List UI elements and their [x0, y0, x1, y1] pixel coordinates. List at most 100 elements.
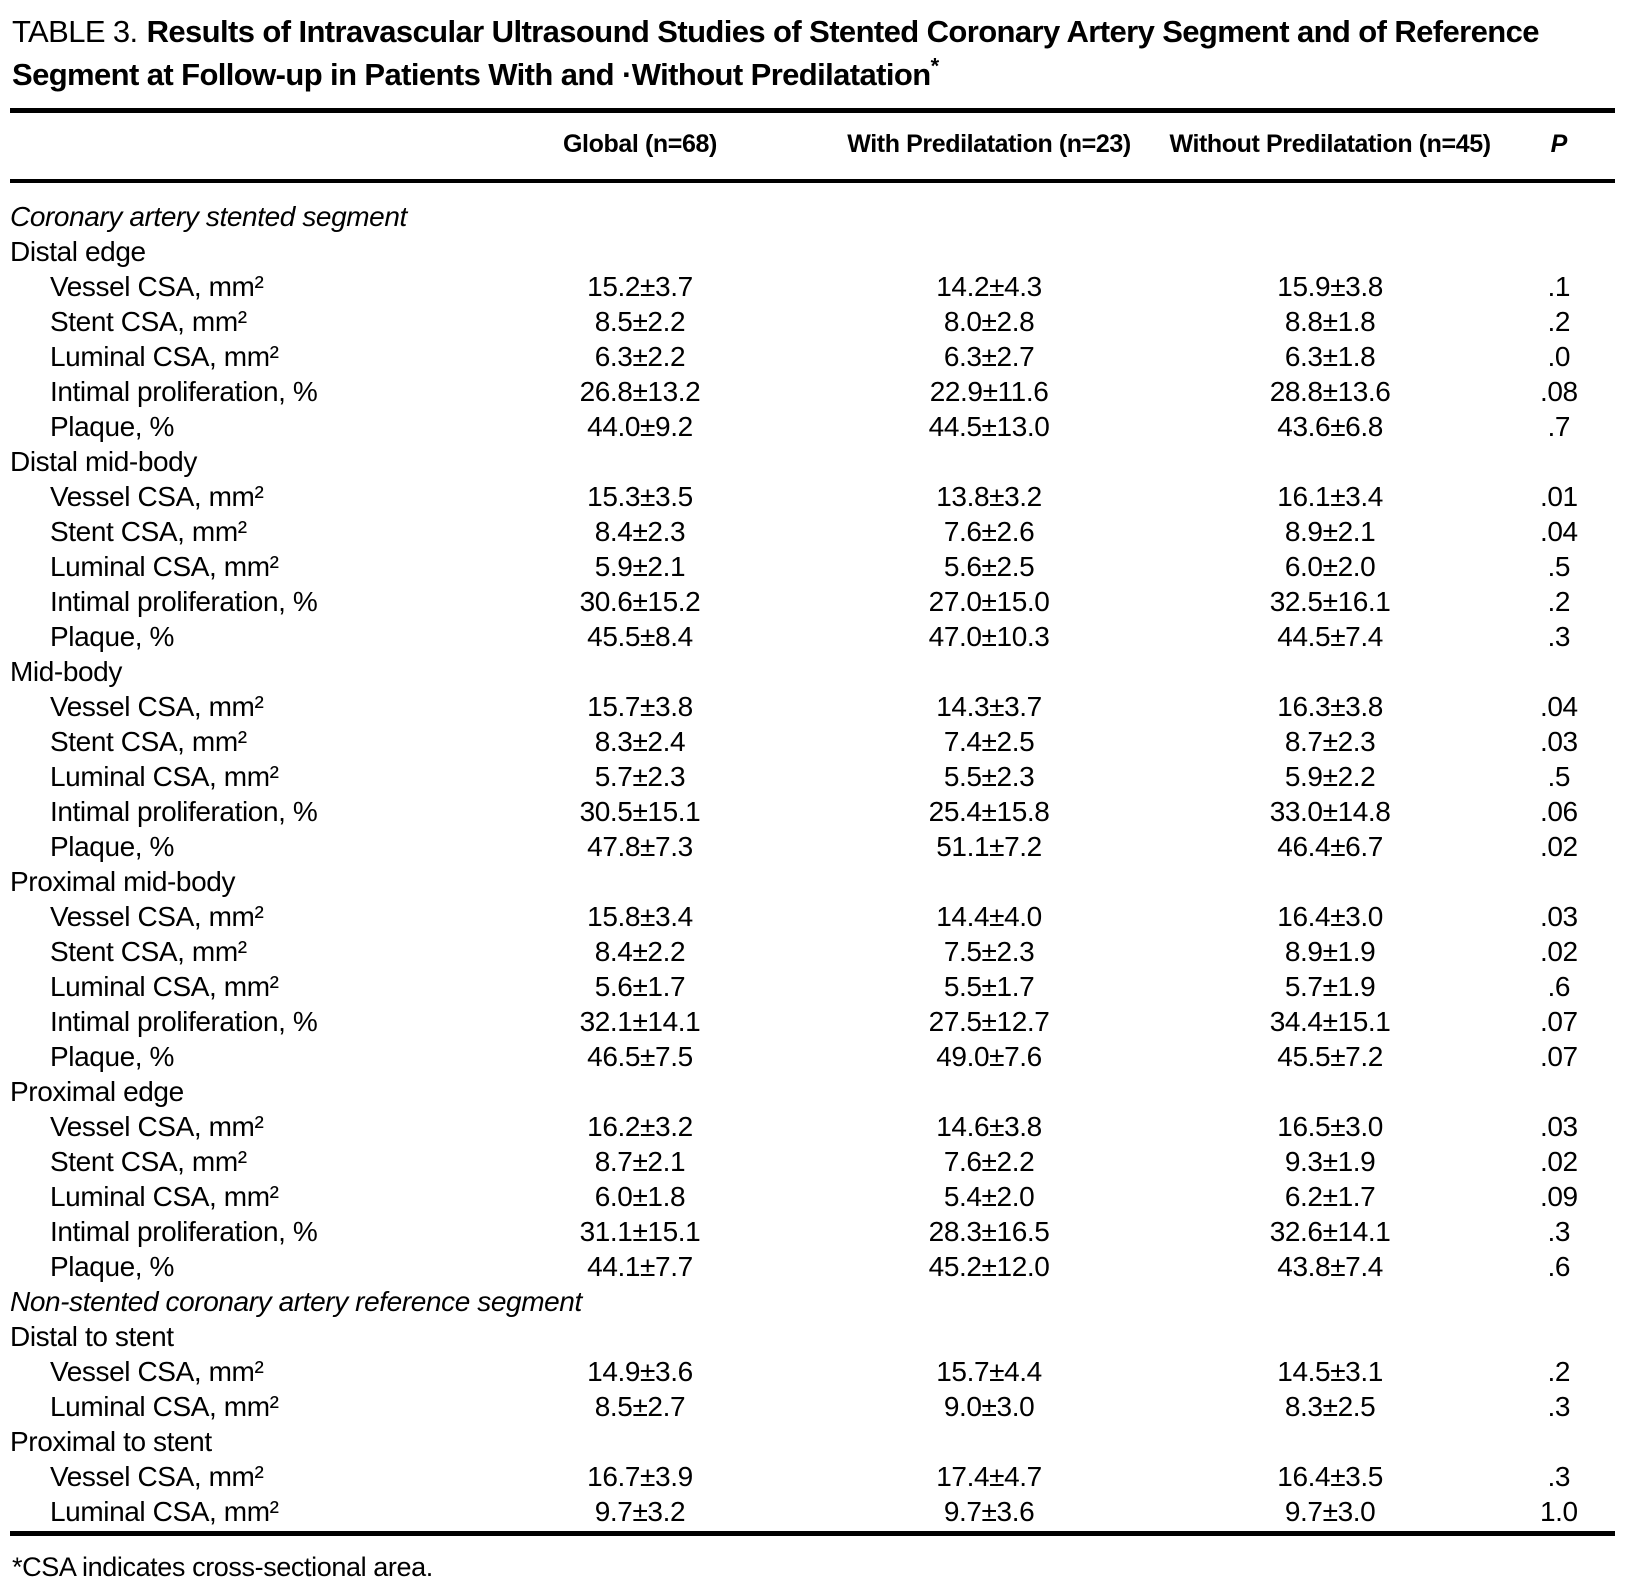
group-label: Proximal to stent: [10, 1426, 212, 1457]
global-value: 16.2±3.2: [587, 1111, 693, 1142]
table-row: Plaque, % 47.8±7.3 51.1±7.2 46.4±6.7 .02: [10, 829, 1615, 864]
global-value: 46.5±7.5: [587, 1041, 693, 1072]
p-value: .02: [1539, 1146, 1578, 1177]
global-value: 15.2±3.7: [587, 271, 693, 302]
row-label: Luminal CSA, mm²: [50, 971, 279, 1002]
column-header-p: P: [1502, 113, 1615, 183]
without-predilatation-value: 8.8±1.8: [1284, 306, 1376, 337]
p-value: .2: [1547, 586, 1571, 617]
without-predilatation-value: 8.9±1.9: [1284, 936, 1376, 967]
group-label: Mid-body: [10, 656, 122, 687]
group-label: Proximal edge: [10, 1076, 184, 1107]
header-row: Global (n=68) With Predilatation (n=23) …: [10, 113, 1615, 183]
footnote: *CSA indicates cross-sectional area.: [12, 1552, 433, 1582]
table-row: Plaque, % 45.5±8.4 47.0±10.3 44.5±7.4 .3: [10, 619, 1615, 654]
table-header: Global (n=68) With Predilatation (n=23) …: [10, 113, 1615, 183]
without-predilatation-value: 28.8±13.6: [1269, 376, 1391, 407]
with-predilatation-value: 9.0±3.0: [943, 1391, 1035, 1422]
top-rule: [10, 108, 1615, 113]
without-predilatation-value: 16.5±3.0: [1277, 1111, 1383, 1142]
column-header-with-predilatation: With Predilatation (n=23): [820, 113, 1158, 183]
global-value: 45.5±8.4: [587, 621, 693, 652]
global-value: 8.5±2.2: [594, 306, 686, 337]
table-title-text: Results of Intravascular Ultrasound Stud…: [12, 14, 1539, 92]
table-row: Intimal proliferation, % 26.8±13.2 22.9±11…: [10, 374, 1615, 409]
with-predilatation-value: 7.4±2.5: [943, 726, 1035, 757]
without-predilatation-value: 8.9±2.1: [1284, 516, 1376, 547]
group-row: Mid-body: [10, 654, 1615, 689]
p-value: .3: [1547, 1461, 1571, 1492]
p-value: .2: [1547, 1356, 1571, 1387]
with-predilatation-value: 44.5±13.0: [928, 411, 1050, 442]
group-label: Distal to stent: [10, 1321, 174, 1352]
p-value: .08: [1539, 376, 1578, 407]
table-row: Intimal proliferation, % 31.1±15.1 28.3±16…: [10, 1214, 1615, 1249]
without-predilatation-value: 16.1±3.4: [1277, 481, 1383, 512]
p-value: .1: [1547, 271, 1571, 302]
global-value: 8.5±2.7: [594, 1391, 686, 1422]
table-row: Vessel CSA, mm² 15.2±3.7 14.2±4.3 15.9±3.8.…: [10, 269, 1615, 304]
with-predilatation-value: 14.3±3.7: [936, 691, 1042, 722]
p-value: .02: [1539, 936, 1578, 967]
without-predilatation-value: 44.5±7.4: [1277, 621, 1383, 652]
with-predilatation-value: 27.5±12.7: [928, 1006, 1050, 1037]
with-predilatation-value: 5.6±2.5: [943, 551, 1035, 582]
section-row: Non-stented coronary artery reference se…: [10, 1284, 1615, 1319]
group-label: Proximal mid-body: [10, 866, 236, 897]
with-predilatation-value: 51.1±7.2: [936, 831, 1042, 862]
with-predilatation-value: 28.3±16.5: [928, 1216, 1050, 1247]
row-label: Vessel CSA, mm²: [50, 901, 264, 932]
global-value: 30.5±15.1: [579, 796, 701, 827]
p-value: .01: [1539, 481, 1578, 512]
table-row: Vessel CSA, mm² 15.3±3.5 13.8±3.2 16.1±3.4.…: [10, 479, 1615, 514]
with-predilatation-value: 9.7±3.6: [943, 1496, 1035, 1527]
p-value: .03: [1539, 1111, 1578, 1142]
without-predilatation-value: 43.8±7.4: [1277, 1251, 1383, 1282]
without-predilatation-value: 45.5±7.2: [1277, 1041, 1383, 1072]
table-row: Plaque, % 44.1±7.7 45.2±12.0 43.8±7.4 .6: [10, 1249, 1615, 1284]
row-label: Intimal proliferation, %: [50, 796, 318, 827]
row-label: Plaque, %: [50, 411, 175, 442]
p-value: .6: [1547, 1251, 1571, 1282]
section-row: Coronary artery stented segment: [10, 181, 1615, 234]
table-row: Luminal CSA, mm² 9.7±3.2 9.7±3.6 9.7±3.0 1.0: [10, 1494, 1615, 1529]
p-value: .7: [1547, 411, 1571, 442]
with-predilatation-value: 8.0±2.8: [943, 306, 1035, 337]
with-predilatation-value: 14.6±3.8: [936, 1111, 1042, 1142]
row-label: Luminal CSA, mm²: [50, 1496, 279, 1527]
p-value: .09: [1539, 1181, 1578, 1212]
p-value: .3: [1547, 1391, 1571, 1422]
group-row: Proximal edge: [10, 1074, 1615, 1109]
global-value: 32.1±14.1: [579, 1006, 701, 1037]
with-predilatation-value: 14.4±4.0: [936, 901, 1042, 932]
results-table: Global (n=68) With Predilatation (n=23) …: [10, 113, 1615, 1529]
with-predilatation-value: 22.9±11.6: [929, 376, 1049, 407]
row-label: Vessel CSA, mm²: [50, 1461, 264, 1492]
table-row: Intimal proliferation, % 32.1±14.1 27.5±12…: [10, 1004, 1615, 1039]
title-asterisk: *: [930, 53, 940, 79]
p-value: .02: [1539, 831, 1578, 862]
global-value: 44.1±7.7: [587, 1251, 693, 1282]
table-row: Luminal CSA, mm² 6.0±1.8 5.4±2.0 6.2±1.7 .09: [10, 1179, 1615, 1214]
with-predilatation-value: 13.8±3.2: [936, 481, 1042, 512]
without-predilatation-value: 34.4±15.1: [1269, 1006, 1391, 1037]
table-row: Stent CSA, mm² 8.7±2.1 7.6±2.2 9.3±1.9 .02: [10, 1144, 1615, 1179]
row-label: Intimal proliferation, %: [50, 1006, 318, 1037]
global-value: 6.3±2.2: [594, 341, 686, 372]
without-predilatation-value: 8.3±2.5: [1284, 1391, 1376, 1422]
table-row: Plaque, % 46.5±7.5 49.0±7.6 45.5±7.2 .07: [10, 1039, 1615, 1074]
table-row: Luminal CSA, mm² 5.7±2.3 5.5±2.3 5.9±2.2 .5: [10, 759, 1615, 794]
global-value: 15.7±3.8: [587, 691, 693, 722]
without-predilatation-value: 16.4±3.0: [1277, 901, 1383, 932]
without-predilatation-value: 5.7±1.9: [1284, 971, 1376, 1002]
table-row: Luminal CSA, mm² 6.3±2.2 6.3±2.7 6.3±1.8 .0: [10, 339, 1615, 374]
with-predilatation-value: 17.4±4.7: [936, 1461, 1042, 1492]
without-predilatation-value: 46.4±6.7: [1277, 831, 1383, 862]
global-value: 5.7±2.3: [594, 761, 686, 792]
with-predilatation-value: 47.0±10.3: [928, 621, 1050, 652]
table-row: Plaque, % 44.0±9.2 44.5±13.0 43.6±6.8 .7: [10, 409, 1615, 444]
table-row: Stent CSA, mm² 8.4±2.3 7.6±2.6 8.9±2.1 .04: [10, 514, 1615, 549]
without-predilatation-value: 8.7±2.3: [1284, 726, 1376, 757]
global-value: 8.7±2.1: [594, 1146, 686, 1177]
